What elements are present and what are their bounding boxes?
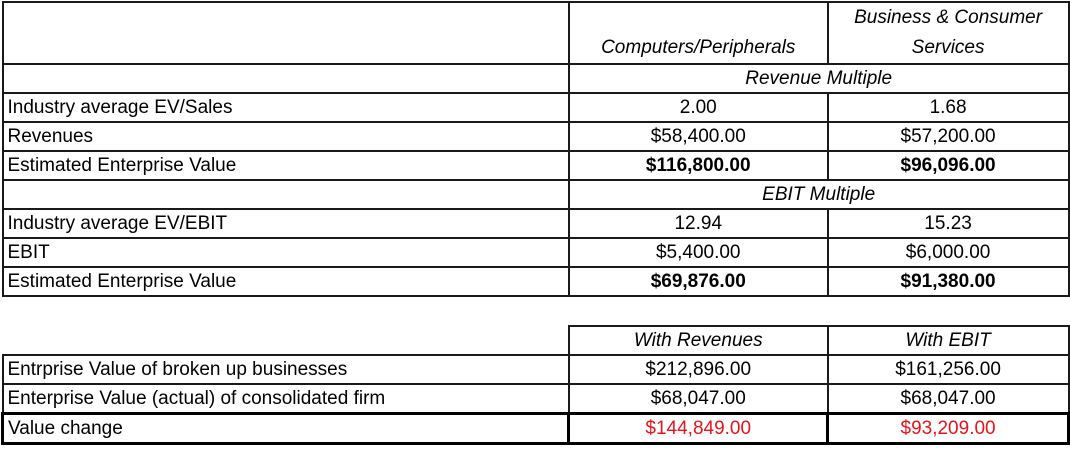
value-change-revenues: $144,849.00: [567, 412, 830, 445]
table-row: Industry average EV/Sales 2.00 1.68: [1, 92, 1070, 123]
cell-value: $6,000.00: [826, 237, 1070, 268]
cell-value: 12.94: [567, 208, 829, 239]
header-blank: [1, 1, 570, 65]
row-label: Estimated Enterprise Value: [1, 266, 570, 297]
row-label: Enterprise Value (actual) of consolidate…: [1, 383, 570, 415]
section-row: Revenue Multiple: [1, 63, 1070, 94]
cell-value: 1.68: [826, 92, 1070, 123]
cell-value: $68,047.00: [826, 383, 1070, 415]
row-label: EBIT: [1, 237, 570, 268]
cell-value: $212,896.00: [567, 354, 829, 385]
cell-value: $68,047.00: [567, 383, 829, 415]
header-computers: Computers/Peripherals: [567, 1, 829, 65]
row-label: Entrprise Value of broken up businesses: [1, 354, 570, 385]
revenue-multiple-title: Revenue Multiple: [567, 63, 1070, 94]
row-label: Industry average EV/EBIT: [1, 208, 570, 239]
header-business-line2: Services: [911, 37, 985, 58]
header-business-line1: Business & Consumer: [854, 7, 1043, 28]
blank-cell: [1, 179, 570, 210]
blank-cell: [1, 63, 570, 94]
blank-cell: [2, 326, 570, 355]
summary-header-row: With Revenues With EBIT: [2, 325, 1070, 356]
spacer-row: [3, 296, 1069, 326]
row-label: Revenues: [1, 121, 570, 152]
ebit-multiple-title: EBIT Multiple: [567, 179, 1070, 210]
cell-value: 2.00: [567, 92, 829, 123]
valuation-table: Computers/Peripherals Business & Consume…: [0, 1, 1070, 445]
cell-value: $57,200.00: [826, 121, 1070, 152]
table-row: Estimated Enterprise Value $69,876.00 $91,…: [1, 266, 1070, 297]
cell-value: $69,876.00: [567, 266, 829, 297]
section-row: EBIT Multiple: [1, 179, 1070, 210]
table-row: Estimated Enterprise Value $116,800.00 $96…: [1, 150, 1070, 181]
table-row: EBIT $5,400.00 $6,000.00: [1, 237, 1070, 268]
row-label: Estimated Enterprise Value: [1, 150, 570, 181]
table-row: Industry average EV/EBIT 12.94 15.23: [1, 208, 1070, 239]
row-label: Industry average EV/Sales: [1, 92, 570, 123]
cell-value: $91,380.00: [826, 266, 1070, 297]
table-row: Entrprise Value of broken up businesses $…: [1, 354, 1070, 385]
value-change-row: Value change $144,849.00 $93,209.00: [0, 412, 1070, 445]
header-with-ebit: With EBIT: [826, 325, 1070, 356]
header-with-revenues: With Revenues: [567, 325, 829, 356]
blank-cell: [3, 296, 569, 326]
cell-value: $116,800.00: [567, 150, 829, 181]
cell-value: $161,256.00: [826, 354, 1070, 385]
table-row: Revenues $58,400.00 $57,200.00: [1, 121, 1070, 152]
value-change-ebit: $93,209.00: [826, 412, 1070, 445]
blank-cell: [569, 296, 828, 326]
header-row: Computers/Peripherals Business & Consume…: [1, 1, 1070, 65]
row-label: Value change: [0, 412, 571, 445]
cell-value: $96,096.00: [826, 150, 1070, 181]
cell-value: $5,400.00: [567, 237, 829, 268]
cell-value: 15.23: [826, 208, 1070, 239]
blank-cell: [828, 296, 1069, 326]
header-business: Business & Consumer Services: [826, 1, 1070, 65]
cell-value: $58,400.00: [567, 121, 829, 152]
table-row: Enterprise Value (actual) of consolidate…: [1, 383, 1070, 415]
